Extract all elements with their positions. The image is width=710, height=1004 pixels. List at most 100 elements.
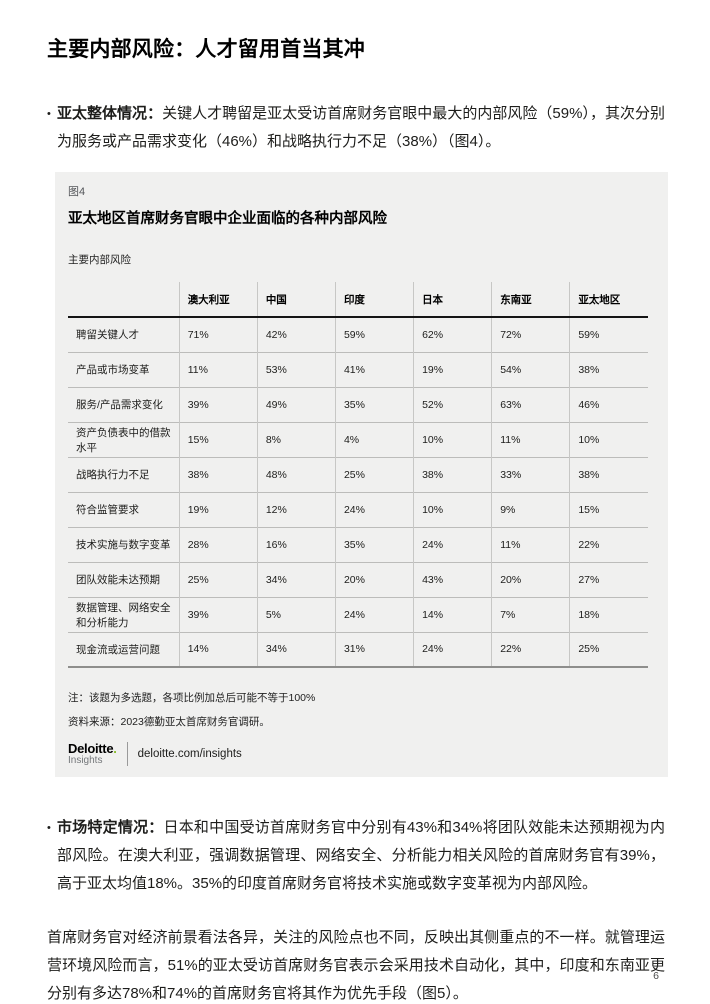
figure-source: 资料来源：2023德勤亚太首席财务官调研。 bbox=[68, 716, 270, 729]
bullet-label: 市场特定情况： bbox=[57, 819, 164, 837]
logo-green-dot: . bbox=[113, 741, 117, 757]
page-title: 主要内部风险：人才留用首当其冲 bbox=[47, 38, 365, 61]
table-cell: 12% bbox=[256, 492, 336, 528]
page-number: 6 bbox=[653, 970, 659, 982]
bullet-text: 市场特定情况：日本和中国受访首席财务官中分别有43%和34%将团队效能未达预期视… bbox=[57, 814, 665, 898]
table-cell: 72% bbox=[491, 317, 570, 353]
table-cell: 11% bbox=[491, 422, 570, 458]
table-cell: 15% bbox=[569, 492, 648, 528]
table-col-header: 印度 bbox=[334, 282, 414, 318]
table-col-header: 澳大利亚 bbox=[178, 282, 258, 318]
table-cell: 48% bbox=[256, 457, 336, 493]
table-cell: 4% bbox=[334, 422, 414, 458]
table-row: 战略执行力不足 38% 48% 25% 38% 33% 38% bbox=[68, 457, 648, 493]
table-row: 技术实施与数字变革 28% 16% 35% 24% 11% 22% bbox=[68, 527, 648, 563]
figure-title: 亚太地区首席财务官眼中企业面临的各种内部风险 bbox=[68, 211, 387, 228]
table-cell: 24% bbox=[413, 632, 492, 668]
row-label: 产品或市场变革 bbox=[76, 364, 150, 377]
bullet-body: 关键人才聘留是亚太受访首席财务官眼中最大的内部风险（59%），其次分别为服务或产… bbox=[57, 105, 665, 151]
table-cell: 16% bbox=[256, 527, 336, 563]
figure-4-panel: 图4 亚太地区首席财务官眼中企业面临的各种内部风险 主要内部风险 澳大利亚 中国印… bbox=[55, 172, 668, 778]
table-cell: 10% bbox=[569, 422, 648, 458]
table-cell: 11% bbox=[178, 352, 258, 388]
row-label: 团队效能未达预期 bbox=[76, 574, 160, 587]
bullet-marker: • bbox=[47, 108, 51, 120]
table-cell: 34% bbox=[256, 562, 336, 598]
figure-subtitle: 主要内部风险 bbox=[68, 254, 131, 267]
row-label: 资产负债表中的借款水平 bbox=[76, 426, 171, 454]
table-cell: 15% bbox=[178, 422, 258, 458]
table-cell: 25% bbox=[334, 457, 414, 493]
table-cell: 22% bbox=[569, 527, 648, 563]
table-cell: 34% bbox=[256, 632, 336, 668]
table-cell: 18% bbox=[569, 597, 648, 633]
table-row: 聘留关键人才 71% 42% 59% 62% 72% 59% bbox=[68, 317, 648, 353]
table-cell: 71% bbox=[178, 317, 258, 353]
table-cell: 19% bbox=[178, 492, 258, 528]
table-cell: 28% bbox=[178, 527, 258, 563]
internal-risk-table: 澳大利亚 中国 印度 日本 东南亚 亚太地区 聘留关键人才 71% 42% 59% 62% 72% 5… bbox=[68, 282, 648, 668]
table-cell: 9% bbox=[491, 492, 570, 528]
table-row: 团队效能未达预期 25% 34% 20% 43% 20% 27% bbox=[68, 562, 648, 598]
table-cell: 35% bbox=[334, 527, 414, 563]
figure-note: 注：该题为多选题，各项比例加总后可能不等于100% bbox=[68, 692, 316, 705]
table-cell: 38% bbox=[569, 457, 648, 493]
bullet-body: 日本和中国受访首席财务官中分别有43%和34%将团队效能未达预期视为内部风险。在… bbox=[57, 819, 665, 893]
table-cell: 10% bbox=[413, 422, 492, 458]
bullet-text: 亚太整体情况：关键人才聘留是亚太受访首席财务官眼中最大的内部风险（59%），其次… bbox=[57, 100, 665, 156]
table-row: 符合监管要求 19% 12% 24% 10% 9% 15% bbox=[68, 492, 648, 528]
table-header-row: 澳大利亚 中国 印度 日本 东南亚 亚太地区 bbox=[68, 282, 648, 318]
bullet-marker: • bbox=[47, 822, 51, 835]
bullet-label: 亚太整体情况： bbox=[57, 105, 163, 122]
table-cell: 53% bbox=[256, 352, 336, 388]
table-cell: 49% bbox=[256, 387, 336, 423]
row-label: 战略执行力不足 bbox=[76, 469, 150, 482]
table-col-header: 亚太地区 bbox=[569, 282, 648, 318]
bullet-market-specific: • 市场特定情况：日本和中国受访首席财务官中分别有43%和34%将团队效能未达预… bbox=[47, 814, 665, 898]
table-col-header: 中国 bbox=[256, 282, 336, 318]
logo-brand-name: Deloitte bbox=[68, 741, 114, 757]
logo-brand-text: Deloitte. bbox=[68, 742, 117, 755]
table-col-header: 日本 bbox=[413, 282, 492, 318]
table-cell: 7% bbox=[491, 597, 570, 633]
table-cell: 41% bbox=[334, 352, 414, 388]
table-cell: 46% bbox=[569, 387, 648, 423]
table-row: 产品或市场变革 11% 53% 41% 19% 54% 38% bbox=[68, 352, 648, 388]
row-label: 服务/产品需求变化 bbox=[76, 399, 163, 412]
row-label: 符合监管要求 bbox=[76, 504, 139, 517]
table-cell: 25% bbox=[569, 632, 648, 668]
table-cell: 59% bbox=[569, 317, 648, 353]
table-cell: 27% bbox=[569, 562, 648, 598]
table-row: 现金流或运营问题 14% 34% 31% 24% 22% 25% bbox=[68, 632, 648, 668]
table-cell: 11% bbox=[491, 527, 570, 563]
table-cell: 42% bbox=[256, 317, 336, 353]
table-row: 资产负债表中的借款水平 15% 8% 4% 10% 11% 10% bbox=[68, 422, 648, 458]
table-cell: 19% bbox=[413, 352, 492, 388]
table-cell: 20% bbox=[491, 562, 570, 598]
row-label: 现金流或运营问题 bbox=[76, 643, 160, 656]
logo-url: deloitte.com/insights bbox=[137, 748, 242, 761]
table-cell: 31% bbox=[334, 632, 414, 668]
logo-sub-text: Insights bbox=[68, 755, 103, 767]
table-cell: 39% bbox=[178, 387, 258, 423]
table-corner-cell bbox=[68, 282, 179, 317]
table-cell: 8% bbox=[256, 422, 336, 458]
table-cell: 38% bbox=[569, 352, 648, 388]
row-label: 聘留关键人才 bbox=[76, 329, 139, 342]
row-label: 数据管理、网络安全和分析能力 bbox=[76, 601, 171, 629]
table-cell: 5% bbox=[256, 597, 336, 633]
table-cell: 62% bbox=[413, 317, 492, 353]
table-cell: 25% bbox=[178, 562, 258, 598]
table-cell: 14% bbox=[178, 632, 258, 668]
table-cell: 59% bbox=[334, 317, 414, 353]
table-body: 聘留关键人才 71% 42% 59% 62% 72% 59% 产品或市场变革 11% 53% 41%… bbox=[68, 317, 648, 668]
table-cell: 38% bbox=[413, 457, 492, 493]
table-head: 澳大利亚 中国 印度 日本 东南亚 亚太地区 bbox=[68, 282, 648, 318]
table-cell: 63% bbox=[491, 387, 570, 423]
logo-divider bbox=[126, 742, 128, 767]
table-row: 服务/产品需求变化 39% 49% 35% 52% 63% 46% bbox=[68, 387, 648, 423]
logo-wordmark: Deloitte. Insights bbox=[68, 742, 117, 766]
deloitte-insights-logo: Deloitte. Insights deloitte.com/insights bbox=[68, 742, 648, 767]
table-cell: 10% bbox=[413, 492, 492, 528]
